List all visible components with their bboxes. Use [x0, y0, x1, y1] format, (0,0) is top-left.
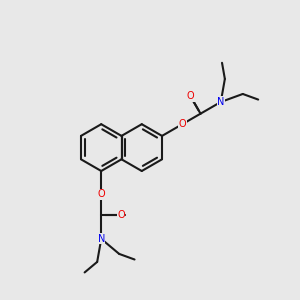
- Text: N: N: [217, 97, 224, 107]
- Text: N: N: [98, 234, 105, 244]
- Text: O: O: [187, 92, 194, 101]
- Text: O: O: [117, 211, 125, 220]
- Text: O: O: [178, 119, 186, 129]
- Text: O: O: [98, 189, 105, 200]
